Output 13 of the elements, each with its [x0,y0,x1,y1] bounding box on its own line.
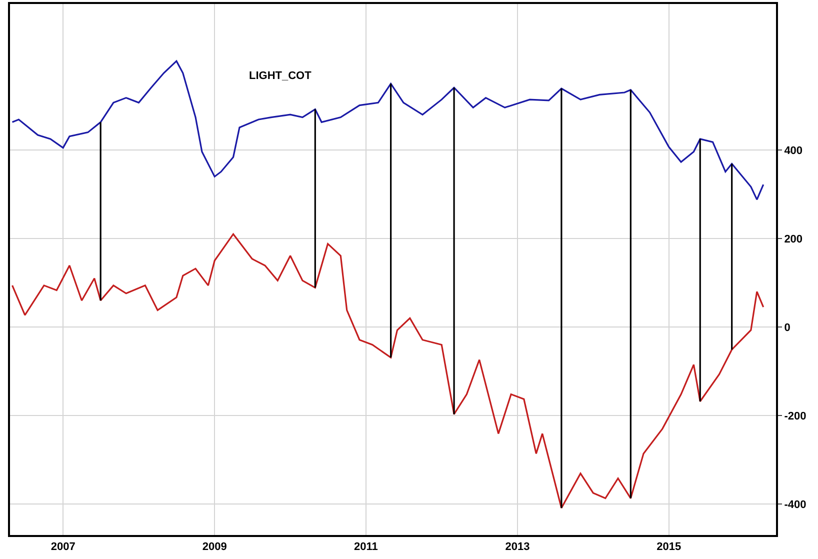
annotation: LIGHT_COT [249,70,312,82]
line-series [11,233,764,509]
x-tick-label: 2011 [354,541,378,554]
y-tick-label: -400 [784,498,806,511]
x-tick-label: 2007 [50,541,76,554]
y-tick-label: 0 [784,322,790,334]
y-tick-label: 400 [784,144,803,157]
line-series [11,60,764,200]
x-tick-label: 2009 [202,541,227,554]
x-tick-label: 2015 [656,541,682,554]
y-tick-label: -200 [784,410,806,422]
y-tick-label: 200 [784,233,803,246]
x-tick-label: 2013 [505,541,530,554]
